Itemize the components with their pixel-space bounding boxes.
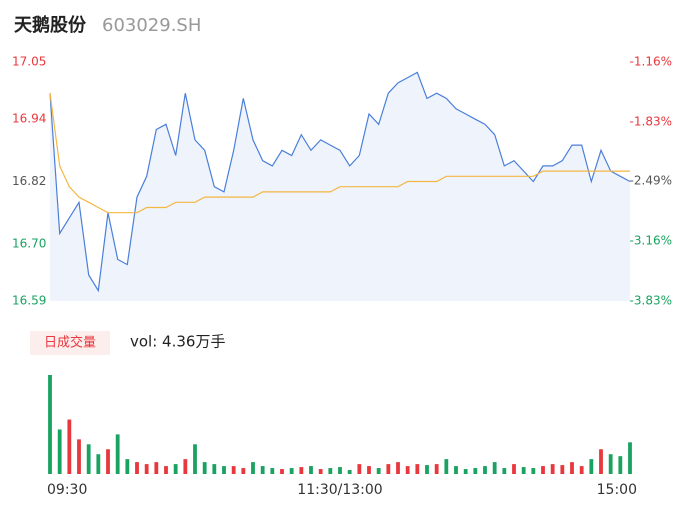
volume-bar <box>608 454 613 474</box>
volume-bar <box>96 454 101 474</box>
volume-bar <box>502 468 507 474</box>
volume-bar <box>77 439 81 474</box>
volume-bar <box>550 464 555 474</box>
volume-bar <box>193 444 197 474</box>
volume-bar <box>347 470 352 474</box>
volume-bar <box>405 466 410 474</box>
y-tick-label: 16.70 <box>12 236 46 250</box>
volume-bar <box>415 464 420 474</box>
volume-bar <box>338 467 342 474</box>
x-tick-label: 15:00 <box>597 482 637 498</box>
y2-tick-label: -2.49% <box>630 174 672 188</box>
average-line <box>49 93 630 214</box>
volume-bar <box>512 464 516 474</box>
volume-bar <box>270 468 275 474</box>
y-tick-label: 16.94 <box>12 112 46 126</box>
chart-subtitle: 603029.SH <box>102 15 201 36</box>
volume-bar <box>106 449 110 474</box>
y-tick-label: 16.59 <box>12 294 46 308</box>
volume-bar <box>135 462 139 474</box>
volume-bar <box>251 462 255 474</box>
volume-bar <box>454 466 458 474</box>
volume-bar <box>386 464 391 474</box>
volume-bar <box>183 459 188 474</box>
x-tick-label: 09:30 <box>47 482 87 498</box>
volume-bar <box>560 465 565 474</box>
volume-bar <box>434 464 439 474</box>
volume-button-label[interactable]: 日成交量 <box>44 335 96 351</box>
volume-bar <box>367 466 371 474</box>
x-tick-label: 11:30/13:00 <box>297 482 382 498</box>
volume-button[interactable] <box>30 331 110 355</box>
volume-bar <box>125 459 130 474</box>
volume-bar <box>492 462 497 474</box>
volume-bar <box>309 466 313 474</box>
volume-bar <box>299 467 304 474</box>
volume-bar <box>318 469 323 474</box>
volume-bar <box>202 462 207 474</box>
volume-bar <box>115 434 120 474</box>
volume-bar <box>396 462 400 474</box>
volume-bar <box>570 462 574 474</box>
volume-bar <box>57 429 62 474</box>
volume-bar <box>222 466 226 474</box>
volume-bar <box>241 468 246 474</box>
volume-bar <box>483 466 487 474</box>
volume-bar <box>260 466 265 474</box>
volume-bar <box>328 468 333 474</box>
volume-bar <box>357 464 362 474</box>
volume-annotation: vol: 4.36万手 <box>130 333 225 351</box>
volume-bar <box>48 375 52 474</box>
y2-tick-label: -3.16% <box>630 234 672 248</box>
volume-bar <box>541 466 545 474</box>
volume-bar <box>425 465 429 474</box>
volume-bar <box>473 468 478 474</box>
volume-bar <box>531 468 536 474</box>
volume-bar <box>628 442 632 474</box>
volume-bar <box>599 449 603 474</box>
volume-bar <box>86 444 91 474</box>
chart-title: 天鹅股份 <box>14 14 87 36</box>
volume-bar <box>521 467 526 474</box>
volume-bar <box>463 469 468 474</box>
y2-tick-label: -1.83% <box>630 114 672 128</box>
volume-bar <box>579 466 584 474</box>
y-tick-label: 17.05 <box>12 55 46 69</box>
volume-bar <box>164 466 168 474</box>
volume-bar <box>231 466 236 474</box>
volume-bar <box>618 456 623 474</box>
volume-bar <box>212 464 217 474</box>
volume-bar <box>444 459 449 474</box>
volume-bar <box>67 419 72 474</box>
volume-bar <box>289 468 294 474</box>
price-line <box>49 71 631 293</box>
volume-bar <box>154 462 159 474</box>
volume-bar <box>376 468 381 474</box>
y2-tick-label: -3.83% <box>630 294 672 308</box>
volume-bar <box>173 464 178 474</box>
volume-bar <box>589 459 594 474</box>
y2-tick-label: -1.16% <box>630 55 672 69</box>
volume-bar <box>280 469 284 474</box>
volume-bar <box>144 464 149 474</box>
y-tick-label: 16.82 <box>12 174 46 188</box>
